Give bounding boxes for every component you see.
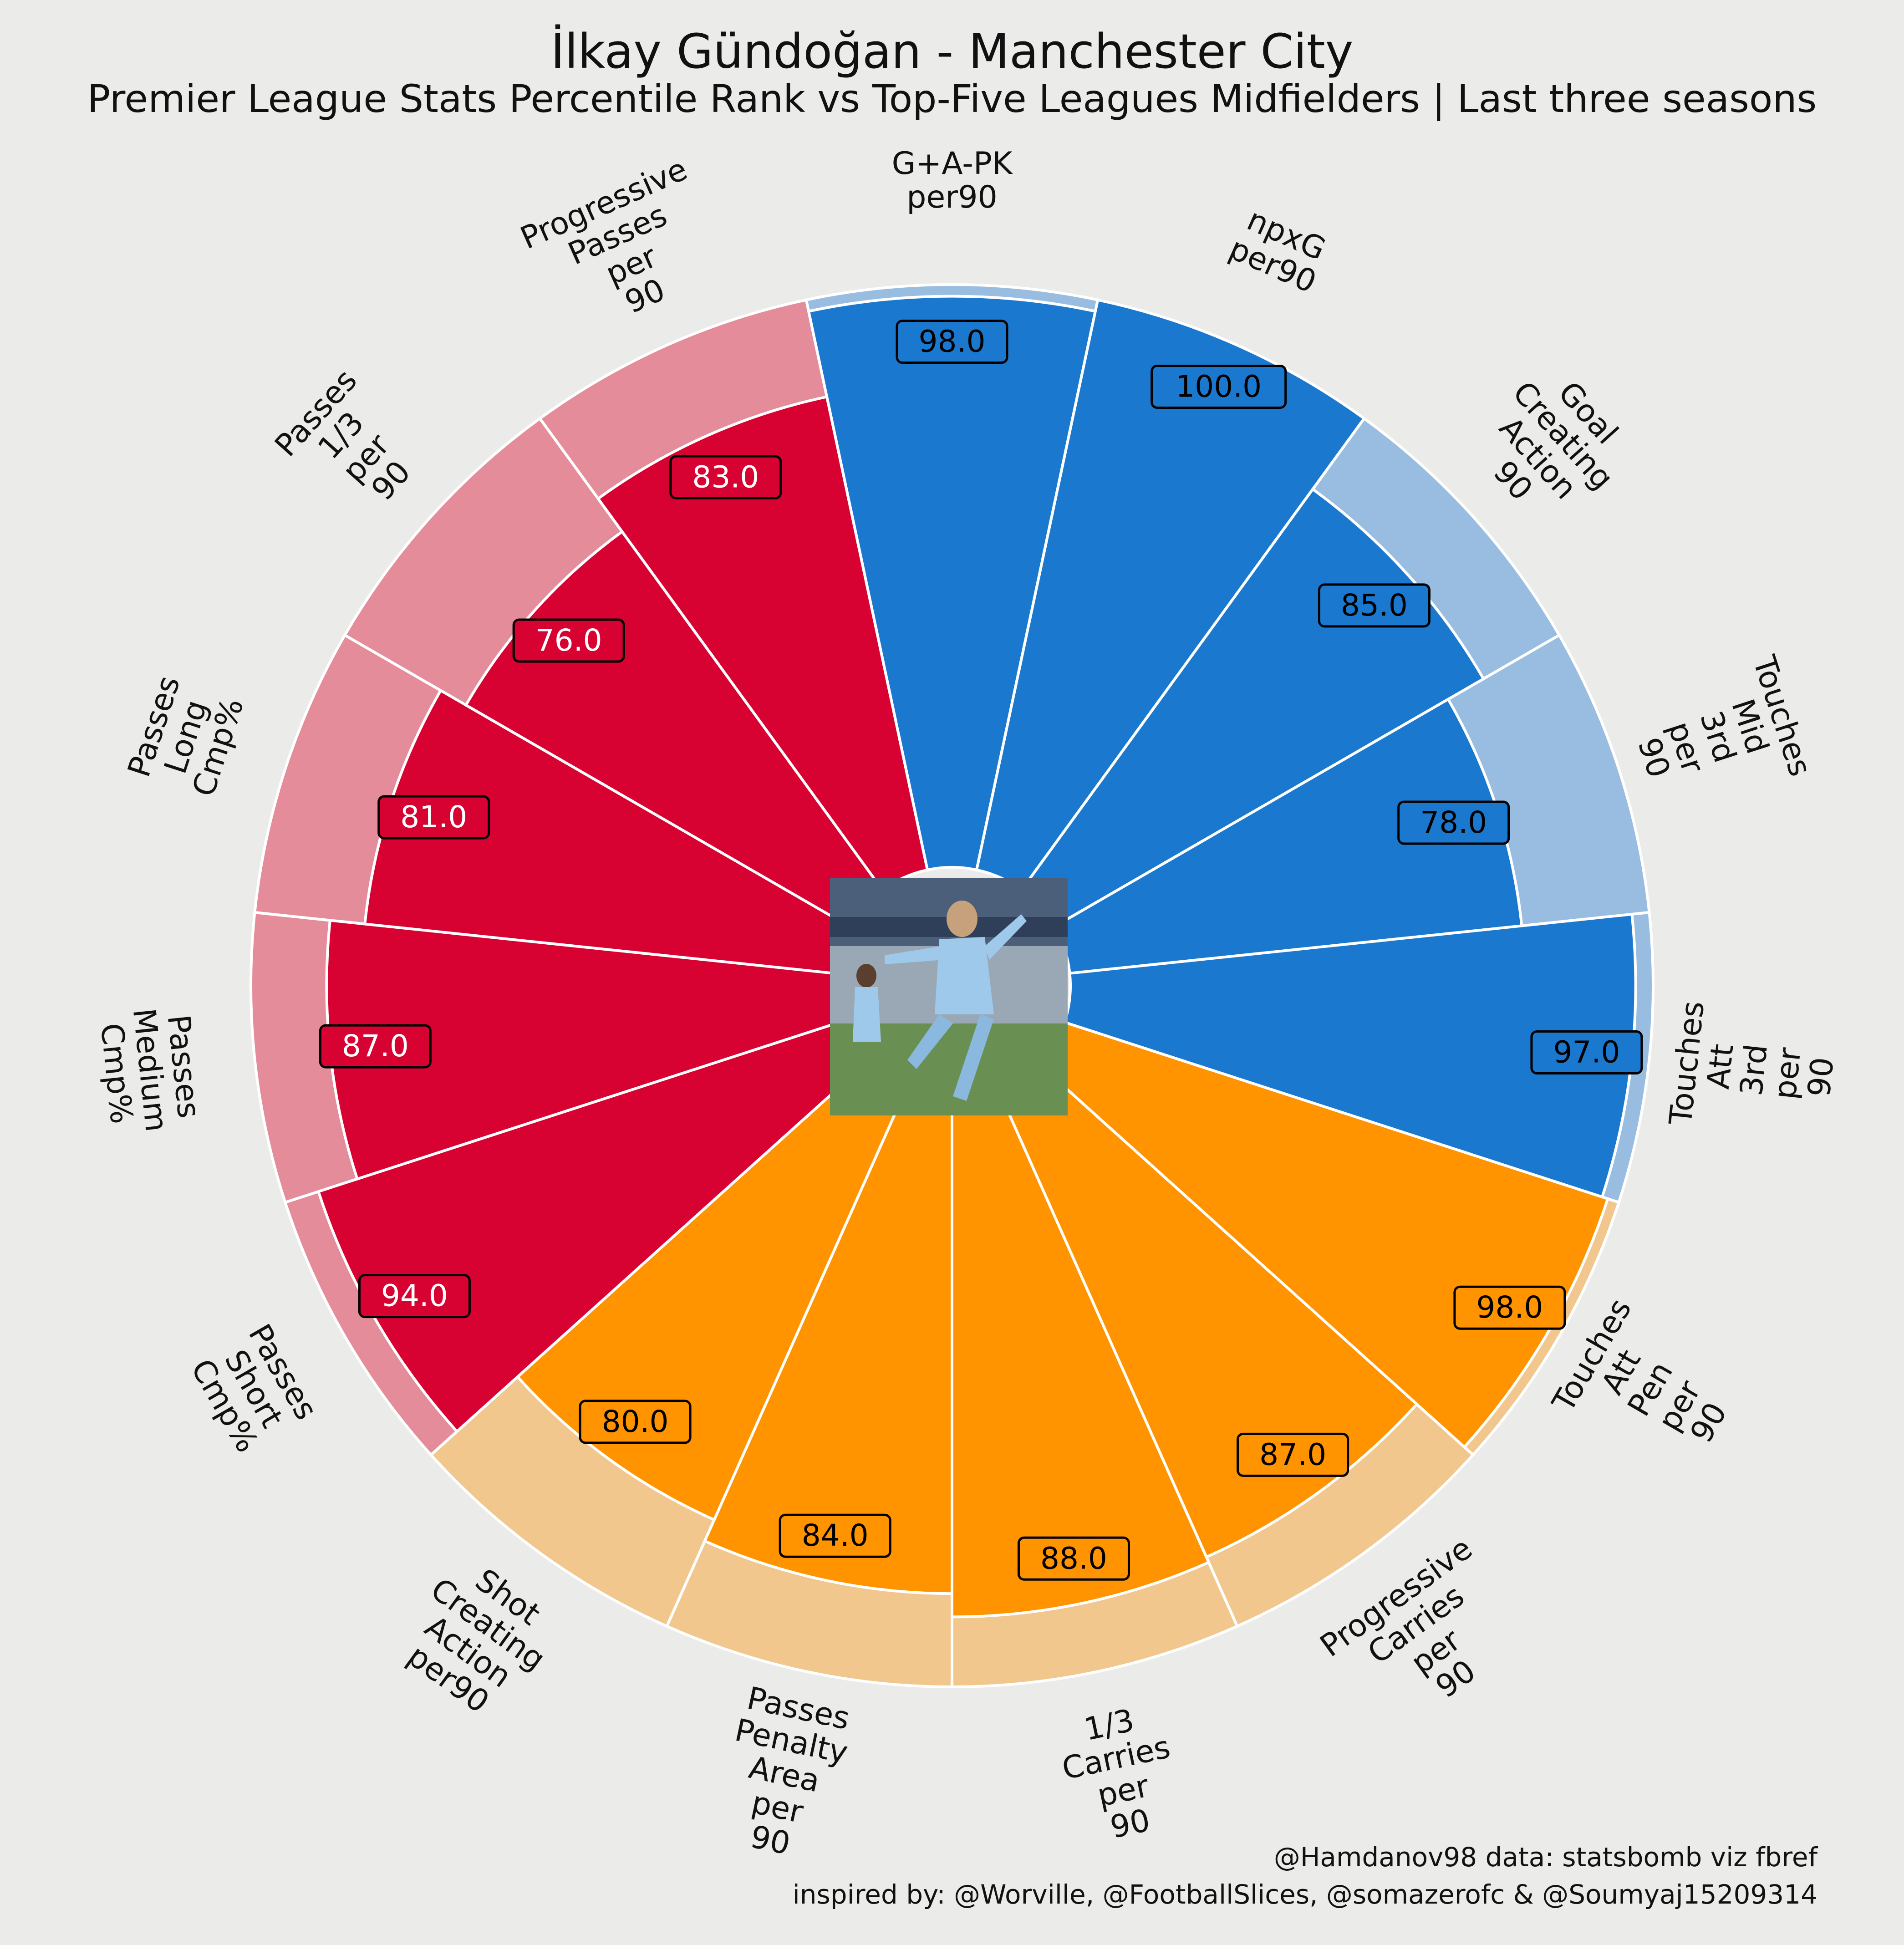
- data-credit: @Hamdanov98 data: statsbomb viz fbref: [1273, 1842, 1817, 1873]
- svg-text:76.0: 76.0: [535, 623, 602, 658]
- category-label: PassesPenaltyAreaper90: [711, 1679, 858, 1870]
- value-label: 80.0: [579, 1400, 692, 1444]
- value-label: 88.0: [1017, 1536, 1130, 1581]
- svg-text:98.0: 98.0: [919, 324, 986, 359]
- inspired-by-credit: inspired by: @Worville, @FootballSlices,…: [792, 1879, 1817, 1910]
- value-label: 98.0: [1453, 1285, 1566, 1330]
- category-label: 1/3Carriesper90: [1052, 1696, 1187, 1853]
- value-slice: [807, 295, 1097, 872]
- svg-text:88.0: 88.0: [1040, 1541, 1107, 1576]
- svg-text:81.0: 81.0: [400, 799, 467, 835]
- player-photo: [830, 878, 1068, 1115]
- value-label: 94.0: [358, 1274, 471, 1319]
- value-label: 81.0: [377, 795, 490, 840]
- category-label: ProgressivePassesper90: [515, 151, 734, 349]
- value-label: 87.0: [319, 1024, 432, 1069]
- category-label: ShotCreatingActionper90: [384, 1544, 571, 1732]
- category-label: PassesMediumCmp%: [92, 1003, 208, 1137]
- value-label: 78.0: [1397, 800, 1510, 845]
- value-slices-layer: [316, 295, 1637, 1619]
- category-label: TouchesAttPenper90: [1545, 1293, 1755, 1486]
- category-label: GoalCreatingAction90: [1456, 352, 1645, 541]
- chart-subtitle: Premier League Stats Percentile Rank vs …: [87, 76, 1817, 121]
- center-image-layer: [830, 878, 1068, 1115]
- svg-text:83.0: 83.0: [692, 459, 759, 494]
- svg-text:78.0: 78.0: [1420, 805, 1487, 840]
- category-label: Passes1/3per90: [268, 362, 439, 531]
- svg-text:84.0: 84.0: [802, 1518, 869, 1553]
- value-slice: [1063, 912, 1637, 1199]
- category-label: PassesLongCmp%: [121, 672, 251, 802]
- category-label: TouchesAtt3rdper90: [1663, 999, 1846, 1141]
- category-label: npxGper90: [1224, 200, 1335, 300]
- value-label: 100.0: [1151, 364, 1287, 409]
- value-labels-layer: 98.0 100.0 85.0 78.0 97.0 98.0 87.0 88.0 84.0 80.…: [319, 320, 1643, 1581]
- value-label: 97.0: [1530, 1030, 1643, 1075]
- svg-text:100.0: 100.0: [1176, 369, 1262, 404]
- value-label: 83.0: [669, 455, 782, 499]
- svg-text:94.0: 94.0: [381, 1278, 448, 1314]
- category-label: TouchesMid3rdper90: [1617, 651, 1818, 822]
- value-slice: [975, 298, 1366, 892]
- value-label: 85.0: [1318, 583, 1431, 628]
- svg-text:85.0: 85.0: [1341, 588, 1408, 623]
- svg-text:97.0: 97.0: [1553, 1035, 1620, 1070]
- value-label: 84.0: [779, 1513, 891, 1558]
- chart-title: İlkay Gündoğan - Manchester City: [550, 24, 1354, 79]
- svg-text:98.0: 98.0: [1476, 1290, 1543, 1325]
- value-label: 76.0: [512, 618, 625, 663]
- value-label: 87.0: [1237, 1432, 1349, 1477]
- svg-text:87.0: 87.0: [1259, 1437, 1326, 1472]
- svg-text:80.0: 80.0: [602, 1404, 669, 1439]
- category-label: PassesShortCmp%: [183, 1318, 324, 1460]
- category-label: G+A-PK per90: [892, 146, 1013, 215]
- value-label: 98.0: [896, 320, 1008, 364]
- svg-text:87.0: 87.0: [342, 1029, 409, 1064]
